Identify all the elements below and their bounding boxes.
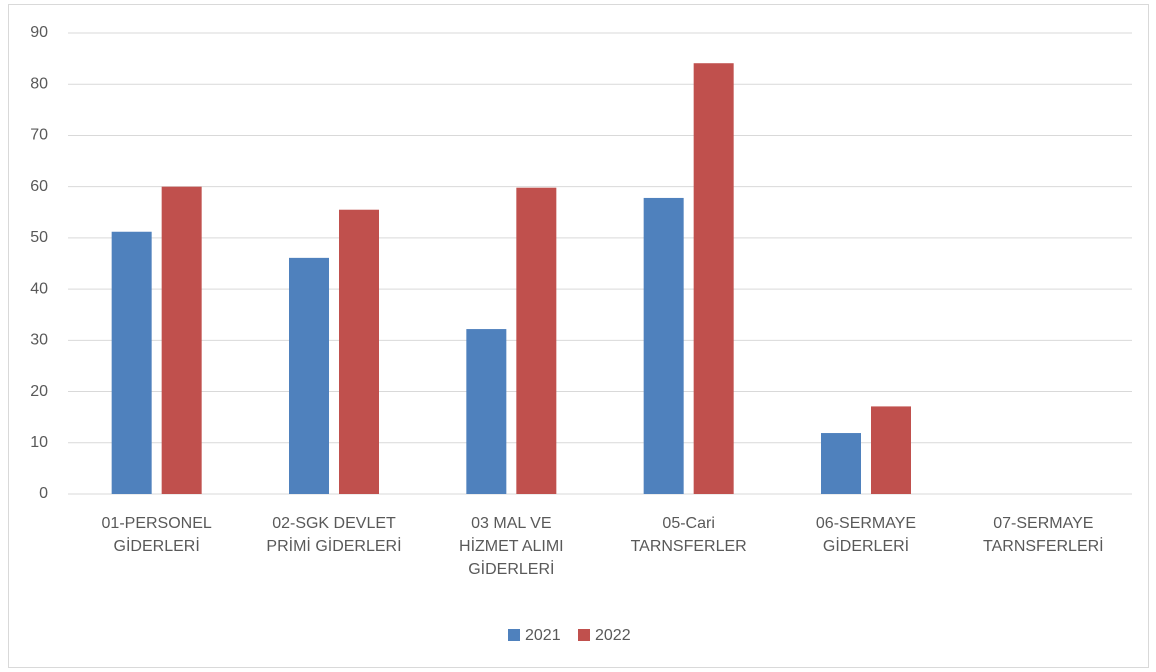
y-tick-label: 60 [30, 178, 48, 195]
y-tick-label: 70 [30, 127, 48, 144]
bar [466, 329, 507, 494]
x-tick-label: 02-SGK DEVLET PRİMİ GİDERLERİ [266, 515, 402, 555]
x-tick-label: 01-PERSONEL GİDERLERİ [101, 515, 212, 555]
bar [516, 187, 557, 495]
x-tick-label: 07-SERMAYE TARNSFERLERİ [983, 515, 1104, 555]
y-tick-label: 90 [30, 24, 48, 41]
y-tick-label: 40 [30, 280, 48, 297]
legend-swatch [578, 629, 590, 641]
y-tick-label: 20 [30, 383, 48, 400]
x-tick-label: 03 MAL VE HİZMET ALIMI GİDERLERİ [459, 515, 564, 578]
legend-label: 2021 [525, 627, 561, 644]
legend-label: 2022 [595, 627, 631, 644]
y-tick-label: 10 [30, 434, 48, 451]
bar [339, 209, 379, 494]
bar [161, 186, 202, 494]
y-tick-label: 80 [30, 75, 48, 92]
bar [871, 406, 911, 494]
bar [643, 197, 684, 495]
y-tick-label: 30 [30, 332, 48, 349]
legend-swatch [508, 629, 520, 641]
bar [289, 257, 329, 494]
bar [693, 63, 734, 495]
bar [821, 433, 861, 494]
y-tick-label: 50 [30, 229, 48, 246]
x-tick-label: 05-Cari TARNSFERLER [630, 515, 747, 555]
bar [111, 231, 152, 494]
x-tick-label: 06-SERMAYE GİDERLERİ [815, 515, 917, 555]
y-tick-label: 0 [39, 485, 48, 502]
